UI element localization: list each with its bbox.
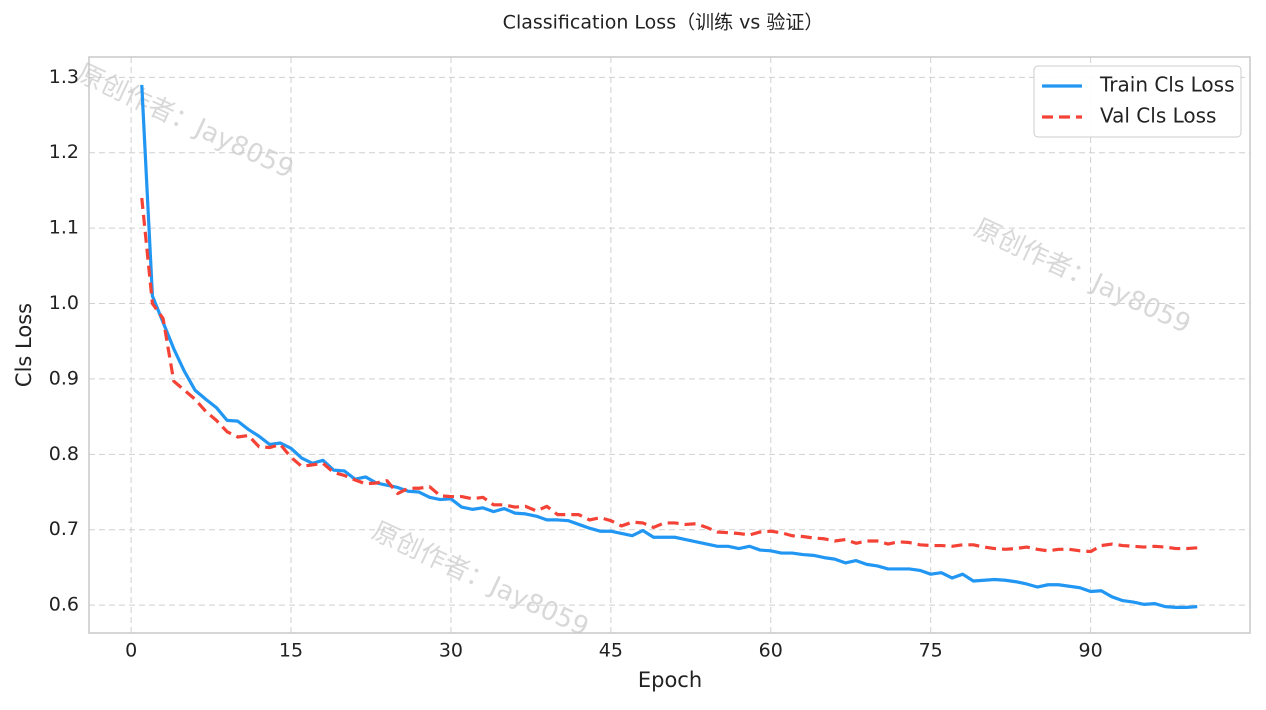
legend-box bbox=[1033, 65, 1242, 138]
legend: Train Cls Loss Val Cls Loss bbox=[1033, 65, 1242, 138]
y-tick-label: 1.2 bbox=[49, 141, 79, 163]
series-line bbox=[140, 197, 1198, 554]
plot-frame bbox=[88, 56, 1251, 634]
watermark: 原创作者：Jay8059 bbox=[367, 516, 593, 643]
legend-label: Val Cls Loss bbox=[1100, 104, 1216, 128]
watermark: 原创作者：Jay8059 bbox=[969, 213, 1195, 340]
y-axis-label: Cls Loss bbox=[12, 303, 36, 387]
x-tick-label: 60 bbox=[759, 640, 783, 662]
y-tick-label: 1.0 bbox=[49, 292, 79, 314]
y-tick-label: 1.1 bbox=[49, 217, 79, 239]
grid bbox=[89, 57, 1250, 633]
x-tick-label: 90 bbox=[1079, 640, 1103, 662]
x-axis-label: Epoch bbox=[638, 668, 702, 692]
y-tick-label: 1.3 bbox=[49, 66, 79, 88]
x-tick-label: 45 bbox=[599, 640, 623, 662]
legend-label: Train Cls Loss bbox=[1099, 73, 1235, 97]
y-tick-label: 0.8 bbox=[49, 443, 79, 465]
x-tick-label: 75 bbox=[919, 640, 943, 662]
x-tick-label: 30 bbox=[439, 640, 463, 662]
y-tick-label: 0.6 bbox=[49, 594, 79, 616]
x-tick-label: 0 bbox=[125, 640, 137, 662]
chart-title: Classification Loss（训练 vs 验证） bbox=[503, 12, 824, 34]
y-tick-label: 0.9 bbox=[49, 367, 79, 389]
x-tick-label: 15 bbox=[279, 640, 303, 662]
y-tick-label: 0.7 bbox=[49, 518, 79, 540]
series-line bbox=[140, 84, 1198, 609]
